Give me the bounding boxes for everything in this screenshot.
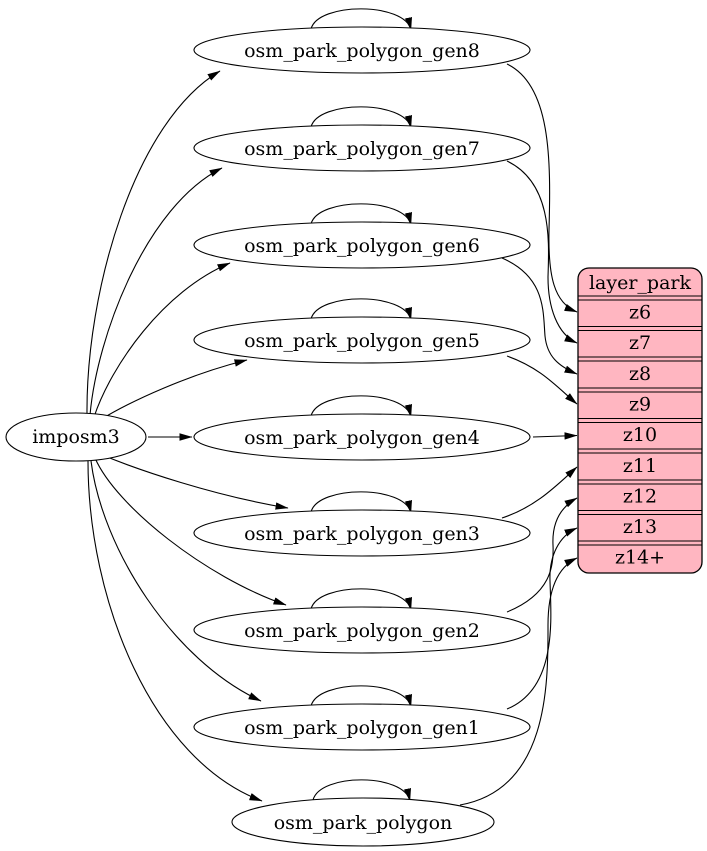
edges-to-layer-park <box>459 63 578 806</box>
self-loops <box>310 8 412 802</box>
edge-imposm3-to-polygon <box>87 460 263 802</box>
edge-gen2-to-z12 <box>506 497 578 613</box>
self-loop-gen3 <box>310 491 412 514</box>
gen7-label: osm_park_polygon_gen7 <box>244 138 480 160</box>
layer-row-z7: z7 <box>629 332 651 354</box>
layer-row-z11: z11 <box>623 455 657 477</box>
node-osm_park_polygon_gen4: osm_park_polygon_gen4 <box>193 413 531 461</box>
edge-gen1-to-z13 <box>506 527 578 710</box>
layer-park-box <box>577 267 703 574</box>
edge-imposm3-to-gen3 <box>99 453 289 510</box>
self-loop-gen5 <box>310 298 412 321</box>
layer-row-z12: z12 <box>623 486 657 508</box>
gen2-label: osm_park_polygon_gen2 <box>244 620 480 642</box>
edge-imposm3-to-gen1 <box>90 460 262 702</box>
node-osm_park_polygon_gen3: osm_park_polygon_gen3 <box>193 509 531 557</box>
self-loop-gen2 <box>310 588 412 611</box>
edge-imposm3-to-gen6 <box>93 262 231 418</box>
gen8-label: osm_park_polygon_gen8 <box>244 40 480 62</box>
imposm3-ellipse <box>5 412 147 462</box>
layer-row-z9: z9 <box>629 394 651 416</box>
imposm3-label: imposm3 <box>32 426 120 448</box>
layer-park-title: layer_park <box>589 272 692 294</box>
gen1-label: osm_park_polygon_gen1 <box>244 717 480 739</box>
gen4-label: osm_park_polygon_gen4 <box>244 427 480 449</box>
edges-from-imposm3 <box>86 70 289 802</box>
self-loop-gen1 <box>310 685 412 708</box>
edge-gen5-to-z9 <box>506 355 578 405</box>
edge-gen3-to-z11 <box>501 466 578 519</box>
layer-row-z6: z6 <box>629 302 651 324</box>
edge-imposm3-to-gen7 <box>89 167 223 416</box>
polygon-label: osm_park_polygon <box>274 812 453 834</box>
gen7-ellipse <box>193 124 531 172</box>
layer-row-z13: z13 <box>623 516 657 538</box>
edge-gen7-to-z7 <box>506 160 578 344</box>
gen6-label: osm_park_polygon_gen6 <box>244 235 480 257</box>
gen2-ellipse <box>193 606 531 654</box>
gen8-ellipse <box>193 26 531 74</box>
gen3-ellipse <box>193 509 531 557</box>
node-layer_park: layer_park z6 z7 z8 z9 z10 z11 z12 z13 z… <box>577 267 703 574</box>
polygon-ellipse <box>231 797 495 847</box>
layer-row-z8: z8 <box>629 363 651 385</box>
gen1-ellipse <box>193 703 531 751</box>
gen3-label: osm_park_polygon_gen3 <box>244 523 480 545</box>
node-imposm3: imposm3 <box>5 412 147 462</box>
self-loop-gen6 <box>310 203 412 226</box>
layer-row-separators <box>578 295 702 546</box>
node-osm_park_polygon_gen1: osm_park_polygon_gen1 <box>193 703 531 751</box>
gen5-label: osm_park_polygon_gen5 <box>244 330 480 352</box>
edge-gen8-to-z6 <box>506 63 578 313</box>
node-osm_park_polygon: osm_park_polygon <box>231 797 495 847</box>
edge-gen6-to-z8 <box>501 257 578 375</box>
edge-imposm3-to-gen2 <box>94 457 287 606</box>
node-osm_park_polygon_gen5: osm_park_polygon_gen5 <box>193 316 531 364</box>
edge-imposm3-to-gen8 <box>86 70 221 415</box>
edge-polygon-to-z14 <box>459 557 578 806</box>
layer-row-z14plus: z14+ <box>615 547 665 569</box>
node-osm_park_polygon_gen7: osm_park_polygon_gen7 <box>193 124 531 172</box>
node-osm_park_polygon_gen8: osm_park_polygon_gen8 <box>193 26 531 74</box>
gen4-ellipse <box>193 413 531 461</box>
self-loop-gen4 <box>310 395 412 418</box>
gen6-ellipse <box>193 221 531 269</box>
self-loop-gen7 <box>310 106 412 129</box>
node-osm_park_polygon_gen6: osm_park_polygon_gen6 <box>193 221 531 269</box>
layer-row-z10: z10 <box>623 424 657 446</box>
self-loop-gen8 <box>310 8 412 31</box>
edge-imposm3-to-gen5 <box>99 359 248 421</box>
edge-gen4-to-z10 <box>532 432 578 440</box>
self-loop-polygon <box>312 779 411 802</box>
node-osm_park_polygon_gen2: osm_park_polygon_gen2 <box>193 606 531 654</box>
gen5-ellipse <box>193 316 531 364</box>
